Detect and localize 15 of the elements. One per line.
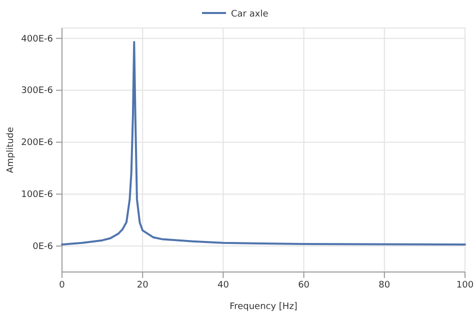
line-series (61, 41, 466, 246)
y-tick-label: 400E-6 (21, 34, 54, 44)
legend-label: Car axle (231, 10, 269, 20)
y-tick-label: 100E-6 (21, 190, 54, 200)
x-tick-label: 80 (378, 280, 390, 290)
y-tick-label: 200E-6 (21, 138, 54, 148)
y-axis-title: Amplitude (6, 126, 16, 174)
x-axis-title: Frequency [Hz] (230, 302, 298, 312)
x-tick-label: 20 (136, 280, 149, 290)
x-tick-label: 0 (59, 280, 66, 290)
x-tick-label: 100 (456, 280, 474, 290)
y-tick-label: 0E-6 (32, 242, 54, 252)
y-tick-label: 300E-6 (21, 86, 54, 96)
x-tick-label: 40 (217, 280, 230, 290)
x-tick-label: 60 (298, 280, 310, 290)
